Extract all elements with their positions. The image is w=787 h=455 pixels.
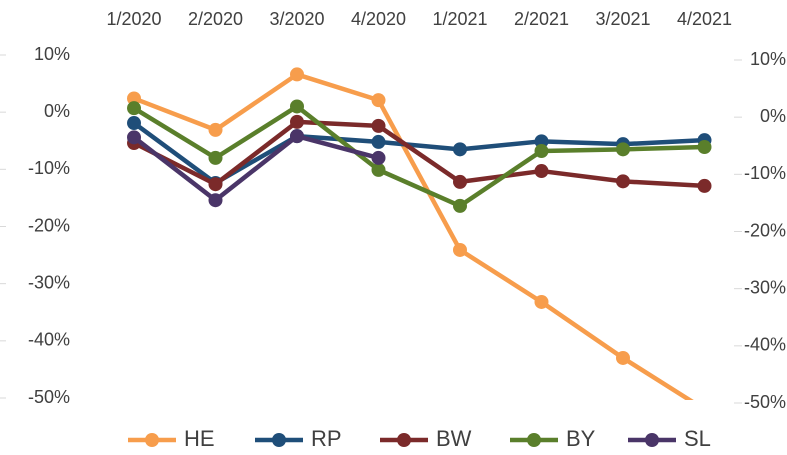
data-point: [371, 118, 386, 133]
legend-swatch-dot: [527, 433, 541, 447]
legend-label: BY: [566, 426, 596, 451]
legend-label: SL: [684, 426, 711, 451]
y-tick-label: 10%: [34, 44, 70, 64]
legend-swatch-dot: [272, 433, 286, 447]
y2-tick-label: -50%: [744, 392, 786, 412]
data-point: [127, 91, 141, 106]
legend-label: RP: [311, 426, 342, 451]
legend-swatch-dot: [145, 433, 159, 447]
y-tick-label: -20%: [28, 215, 70, 235]
x-tick-label: 3/2020: [269, 9, 324, 29]
y2-tick-label: -40%: [744, 335, 786, 355]
y-tick-label: -30%: [28, 272, 70, 292]
x-tick-label: 4/2021: [677, 9, 732, 29]
data-point: [127, 130, 141, 145]
data-point: [208, 150, 223, 165]
data-point: [698, 402, 712, 416]
plot-area: [127, 67, 712, 416]
data-point: [290, 99, 304, 114]
y2-tick-label: 10%: [750, 49, 786, 69]
x-tick-label: 2/2020: [188, 9, 243, 29]
data-point: [208, 177, 223, 192]
y2-tick-label: -20%: [744, 220, 786, 240]
data-point: [534, 164, 549, 179]
y-tick-label: 0%: [44, 101, 70, 121]
data-point: [453, 142, 467, 157]
data-point: [208, 122, 223, 137]
y-tick-label: -50%: [28, 387, 70, 407]
y-tick-label: -40%: [28, 330, 70, 350]
series-line: [133, 72, 694, 400]
y2-tick-label: -30%: [744, 277, 786, 297]
data-point: [371, 93, 386, 108]
data-point: [290, 129, 304, 144]
series-line: [132, 119, 705, 189]
data-point: [534, 134, 549, 149]
data-point: [616, 174, 630, 189]
data-point: [616, 142, 630, 157]
x-tick-label: 4/2020: [351, 9, 406, 29]
data-point: [453, 174, 467, 189]
data-point: [616, 350, 630, 365]
series-line: [132, 104, 705, 209]
data-point: [127, 101, 141, 116]
data-point: [371, 150, 386, 165]
y-tick-label: -10%: [28, 158, 70, 178]
data-point: [697, 178, 712, 193]
series-line: [132, 133, 380, 203]
y2-tick-label: -10%: [744, 163, 786, 183]
data-point: [371, 134, 386, 149]
x-tick-label: 3/2021: [595, 9, 650, 29]
data-point: [697, 140, 712, 155]
data-point: [208, 193, 223, 208]
data-point: [290, 67, 304, 82]
x-tick-label: 1/2020: [106, 9, 161, 29]
legend-swatch-dot: [397, 433, 411, 447]
x-tick-label: 2/2021: [514, 9, 569, 29]
legend-swatch-dot: [645, 433, 659, 447]
x-tick-label: 1/2021: [432, 9, 487, 29]
data-point: [453, 242, 467, 257]
legend-label: BW: [436, 426, 472, 451]
data-point: [453, 198, 467, 213]
data-point: [534, 294, 549, 309]
data-point: [371, 162, 386, 177]
y2-tick-label: 0%: [760, 106, 786, 126]
data-point: [534, 144, 549, 159]
legend-label: HE: [184, 426, 215, 451]
data-point: [290, 114, 304, 129]
data-point: [127, 116, 141, 131]
